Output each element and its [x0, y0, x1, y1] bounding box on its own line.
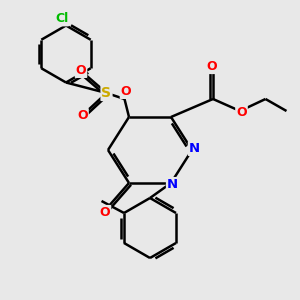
Text: O: O [100, 206, 110, 219]
Text: O: O [76, 64, 86, 77]
Text: O: O [236, 106, 247, 119]
Text: Cl: Cl [55, 12, 68, 26]
Text: N: N [167, 178, 178, 191]
Text: O: O [121, 85, 131, 98]
Text: N: N [189, 142, 200, 155]
Text: O: O [77, 109, 88, 122]
Text: O: O [206, 60, 217, 73]
Text: S: S [101, 86, 112, 100]
